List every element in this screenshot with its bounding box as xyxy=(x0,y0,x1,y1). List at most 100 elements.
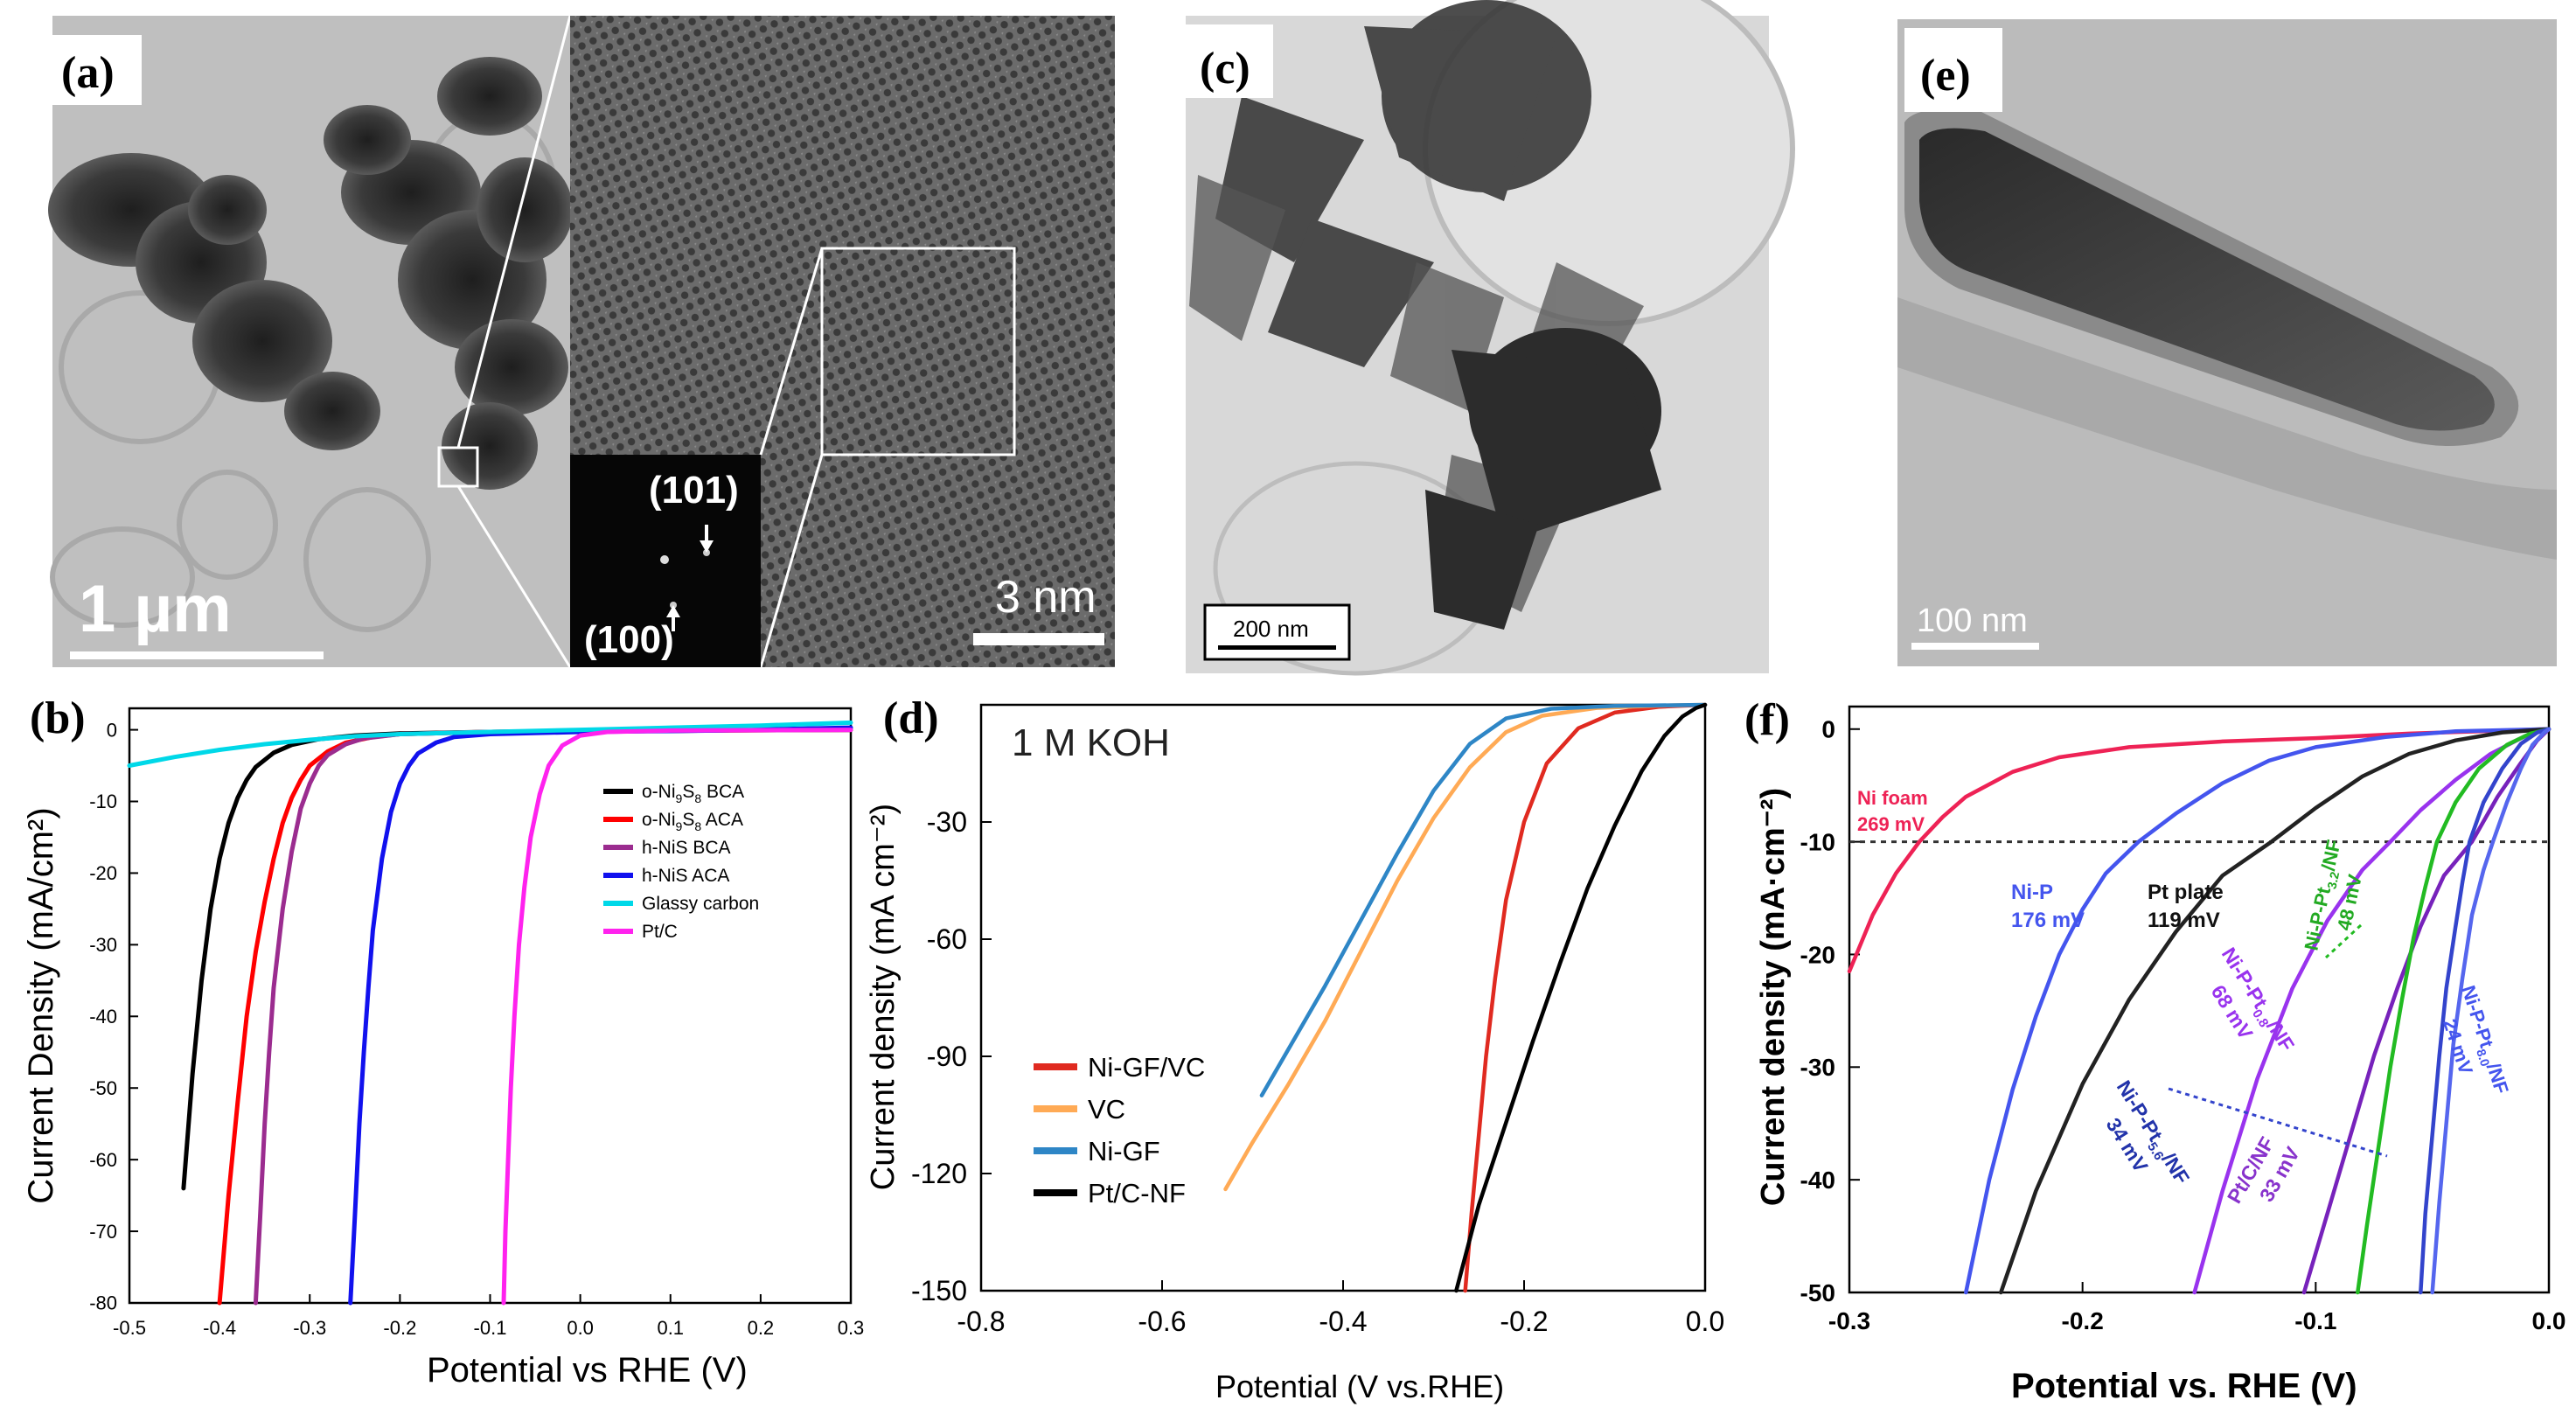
panel-f-annotation-text: Pt plate xyxy=(2148,881,2224,904)
panel-b-chart: -0.5 -0.4 -0.3 -0.2 -0.1 0.0 0.1 0.2 0.3 0 -10 -20 -… xyxy=(22,693,864,1390)
panel-f-annotation-text: 119 mV xyxy=(2148,909,2220,932)
panel-f-y-tick-label: -30 xyxy=(1800,1054,1835,1081)
panel-a-fft-label-100: (100) xyxy=(584,618,674,661)
panel-a-micrograph: (101) (100) 1 µm 3 nm (a) xyxy=(48,15,1115,668)
panel-a-substrate-holes xyxy=(50,111,558,632)
panel-e-scale-label: 100 nm xyxy=(1917,603,2028,639)
panel-d-x-tick-label: -0.2 xyxy=(1500,1306,1548,1337)
panel-b-y-tick-label: -10 xyxy=(89,791,117,812)
panel-f-y-tick-label: -50 xyxy=(1800,1279,1835,1306)
panel-f-y-tick-label: -10 xyxy=(1800,828,1835,855)
panel-d-x-tick-label: -0.8 xyxy=(957,1306,1005,1337)
panel-b-x-axis-label: Potential vs RHE (V) xyxy=(427,1351,748,1390)
panel-b-y-tick-label: -30 xyxy=(89,934,117,956)
panel-f-annotation-text: Ni-P xyxy=(2011,881,2053,904)
panel-d-legend: Ni-GF/VC VC Ni-GF Pt/C-NF xyxy=(1034,1052,1205,1209)
panel-d-ticks: -0.8 -0.6 -0.4 -0.2 0.0 -30 -60 -90 -120 -150 xyxy=(911,806,1724,1337)
panel-b-y-tick-label: -70 xyxy=(89,1221,117,1243)
panel-b-y-tick-label: -60 xyxy=(89,1149,117,1171)
panel-d-plot-frame xyxy=(979,703,1707,1292)
panel-d-x-tick-label: -0.4 xyxy=(1319,1306,1367,1337)
panel-c-scale-bar xyxy=(1218,645,1336,650)
panel-a-fft-center-spot xyxy=(660,555,669,564)
panel-f-annotation-text: 269 mV xyxy=(1857,813,1925,835)
panel-f-series-line xyxy=(1847,727,2552,974)
panel-b-legend: o-Ni9S8 BCA o-Ni9S8 ACA h-NiS BCA h-NiS ACA… xyxy=(603,782,759,942)
panel-a-fft-arrowhead-101 xyxy=(700,540,714,553)
panel-f-y-axis-label: Current density (mA·cm⁻²) xyxy=(1755,788,1792,1206)
panel-b-legend-label: Glassy carbon xyxy=(642,894,759,914)
panel-b-y-tick-label: -80 xyxy=(89,1292,117,1314)
panel-b-y-tick-label: -50 xyxy=(89,1077,117,1099)
panel-e-letter: (e) xyxy=(1920,51,1971,101)
panel-e-scale-bar xyxy=(1911,643,2039,650)
panel-d-legend-label: Ni-GF xyxy=(1088,1136,1160,1167)
panel-b-y-tick-label: -40 xyxy=(89,1006,117,1027)
panel-c-scale-label: 200 nm xyxy=(1233,616,1309,642)
panel-d-series xyxy=(1223,702,1708,1293)
panel-a-zoom-line-bottom xyxy=(456,485,572,668)
panel-b-x-tick-label: 0.1 xyxy=(657,1317,684,1339)
panel-f-plot-frame xyxy=(1848,705,2551,1294)
panel-a-zoom-line-top xyxy=(456,15,572,449)
panel-b-x-tick-label: -0.1 xyxy=(474,1317,507,1339)
panel-e-nanorod-core xyxy=(1919,128,2495,431)
panel-f-y-tick-label: -40 xyxy=(1800,1167,1835,1194)
panel-d-x-tick-label: -0.6 xyxy=(1138,1306,1186,1337)
panel-d-x-axis-label: Potential (V vs.RHE) xyxy=(1215,1369,1504,1404)
panel-d-y-tick-label: -30 xyxy=(927,806,967,838)
panel-f-y-tick-label: -20 xyxy=(1800,941,1835,968)
panel-f-series-line xyxy=(1964,727,2552,1295)
panel-f-series-line xyxy=(2356,727,2552,1295)
panel-a-fft-region-box xyxy=(820,247,1016,456)
panel-d-x-tick-label: 0.0 xyxy=(1686,1306,1724,1337)
panel-a-scale-label-left: 1 µm xyxy=(79,572,232,646)
panel-f-series-line xyxy=(2419,727,2552,1295)
panel-d-series-line xyxy=(1463,702,1708,1293)
panel-c-nanoflower-bottom xyxy=(1425,328,1661,630)
panel-f-series xyxy=(1847,727,2552,1295)
panel-b-legend-label: Pt/C xyxy=(642,922,678,942)
panel-f-series-line xyxy=(2192,727,2552,1295)
panel-d-electrolyte-label: 1 M KOH xyxy=(1012,721,1170,764)
panel-d-y-tick-label: -90 xyxy=(927,1041,967,1072)
panel-f-x-axis-label: Potential vs. RHE (V) xyxy=(2011,1367,2357,1405)
panel-b-letter: (b) xyxy=(30,693,86,743)
panel-e-micrograph: 100 nm (e) xyxy=(1897,19,2557,666)
panel-f-series-line xyxy=(2430,727,2552,1295)
panel-b-x-tick-label: 0.2 xyxy=(748,1317,775,1339)
panel-c-letter-box xyxy=(1186,24,1273,98)
panel-f-x-tick-label: 0.0 xyxy=(2532,1307,2566,1334)
panel-b-series-line xyxy=(127,720,853,768)
panel-b-legend-label: h-NiS ACA xyxy=(642,866,729,886)
panel-a-particle-cluster xyxy=(48,57,573,490)
panel-d-legend-label: VC xyxy=(1088,1094,1125,1125)
panel-f-annotation-text: Ni foam xyxy=(1857,787,1928,809)
panel-f-x-tick-label: -0.3 xyxy=(1828,1307,1870,1334)
panel-e-letter-box xyxy=(1904,28,2002,112)
panel-a-fft-line-bottom xyxy=(759,454,824,668)
panel-b-legend-label: o-Ni9S8 ACA xyxy=(642,810,743,833)
panel-a-scale-label-right: 3 nm xyxy=(995,572,1097,623)
panel-a-letter-box xyxy=(52,35,142,105)
panel-a-letter: (a) xyxy=(61,48,115,98)
panel-e-carbon-film xyxy=(1897,297,2557,560)
panel-f-letter: (f) xyxy=(1744,695,1790,745)
panel-a-scale-bar-left xyxy=(70,651,324,659)
panel-d-legend-label: Ni-GF/VC xyxy=(1088,1052,1205,1083)
panel-b-series-line xyxy=(501,728,853,1306)
panel-b-ticks: -0.5 -0.4 -0.3 -0.2 -0.1 0.0 0.1 0.2 0.3 0 -10 -20 -… xyxy=(89,719,864,1339)
panel-b-x-tick-label: -0.3 xyxy=(293,1317,326,1339)
panel-d-y-tick-label: -60 xyxy=(927,923,967,955)
panel-a-scale-bar-right xyxy=(973,633,1104,645)
panel-d-chart: -0.8 -0.6 -0.4 -0.2 0.0 -30 -60 -90 -120 -150 Ni-… xyxy=(865,693,1724,1404)
panel-b-x-tick-label: -0.4 xyxy=(203,1317,236,1339)
panel-c-scale-box xyxy=(1203,603,1351,661)
panel-b-series xyxy=(127,720,853,1306)
panel-d-series-line xyxy=(1454,702,1708,1293)
panel-b-x-tick-label: 0.3 xyxy=(838,1317,865,1339)
panel-a-fft-arrowhead-100 xyxy=(666,605,680,617)
panel-a-fft-line-top xyxy=(759,247,824,456)
panel-d-legend-label: Pt/C-NF xyxy=(1088,1178,1186,1209)
